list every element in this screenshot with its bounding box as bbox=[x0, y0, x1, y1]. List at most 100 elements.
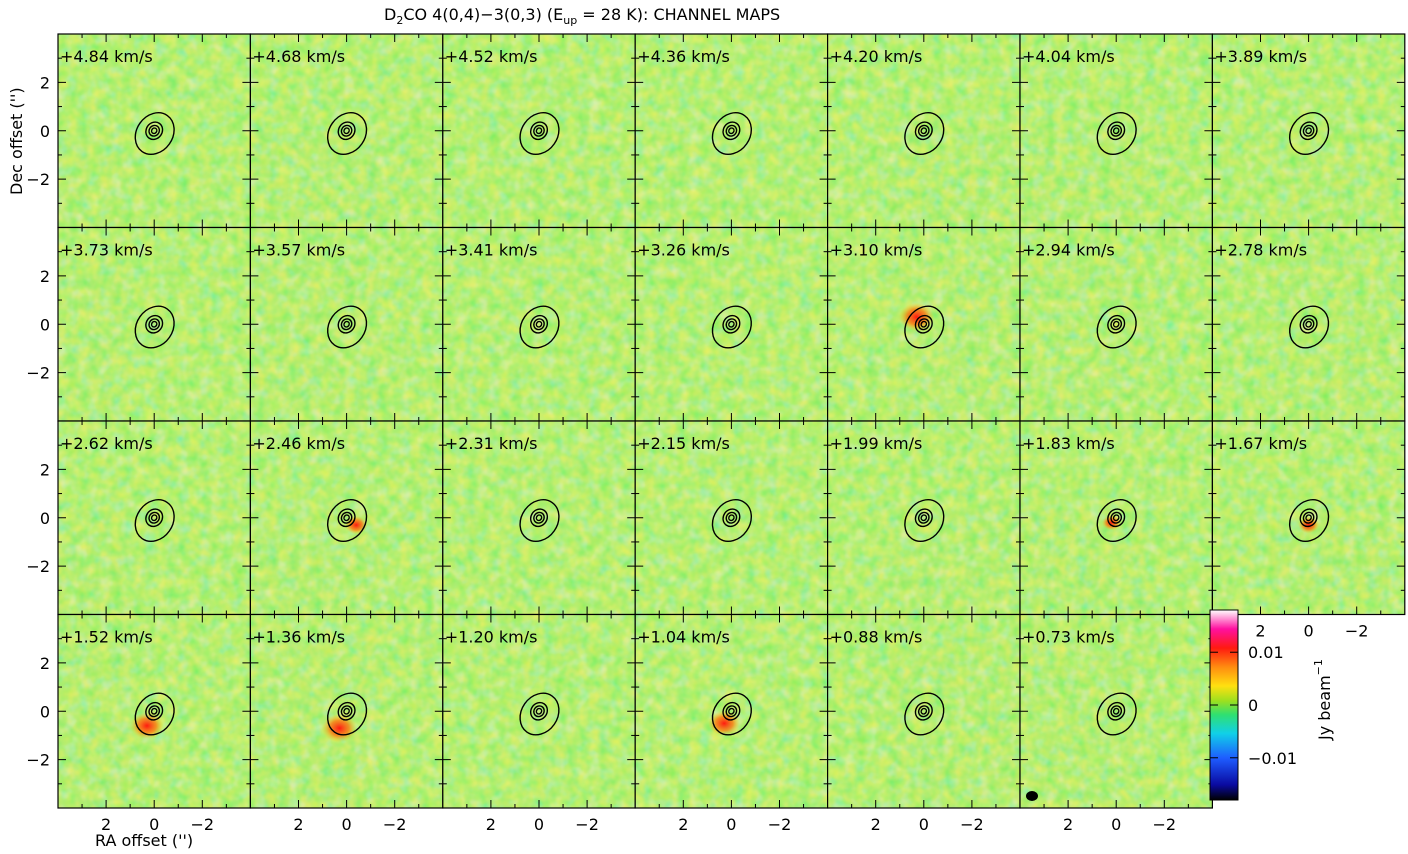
continuum-contour bbox=[728, 127, 735, 135]
channel-panel: +3.26 km/s bbox=[634, 226, 829, 422]
panel-ticks bbox=[250, 421, 443, 615]
panel-ticks bbox=[1020, 421, 1213, 615]
panel-noise bbox=[442, 227, 636, 421]
panel-noise bbox=[250, 421, 443, 615]
velocity-label: +0.88 km/s bbox=[830, 628, 923, 647]
colorbar-ticks: 0.01 0 −0.01 bbox=[1210, 643, 1297, 768]
velocity-label: +4.52 km/s bbox=[445, 47, 538, 66]
velocity-label: +1.36 km/s bbox=[252, 628, 345, 647]
continuum-contour bbox=[920, 127, 928, 135]
panel-noise bbox=[250, 227, 443, 421]
continuum-contour bbox=[529, 314, 549, 334]
panel-noise bbox=[442, 34, 636, 228]
panel-ticks bbox=[1020, 34, 1213, 228]
continuum-contour bbox=[337, 121, 356, 141]
continuum-contour bbox=[150, 514, 158, 522]
colorbar-tick-label: 0.01 bbox=[1248, 643, 1284, 662]
panel-ticks bbox=[58, 34, 251, 228]
velocity-label: +2.46 km/s bbox=[252, 434, 345, 453]
panel-noise bbox=[58, 227, 251, 421]
x-tick-label: −2 bbox=[1153, 815, 1177, 834]
channel-panel: +1.67 km/s 2 0 −2 bbox=[1211, 420, 1406, 641]
channel-panel: +1.83 km/s bbox=[1019, 420, 1213, 616]
emission-peak bbox=[321, 714, 358, 743]
velocity-label: +3.26 km/s bbox=[637, 241, 730, 260]
velocity-label: +3.10 km/s bbox=[830, 241, 923, 260]
continuum-contour bbox=[533, 318, 545, 331]
continuum-contour bbox=[914, 314, 933, 334]
continuum-contour bbox=[145, 121, 164, 141]
continuum-contour bbox=[343, 127, 350, 135]
panel-ticks bbox=[1212, 421, 1405, 615]
continuum-contour bbox=[535, 514, 543, 522]
panel-ticks bbox=[1212, 227, 1405, 421]
channel-panel: +1.99 km/s bbox=[826, 420, 1021, 616]
continuum-contour bbox=[920, 707, 928, 715]
channel-panel: +3.73 km/s 2 0 −2 bbox=[26, 226, 251, 422]
continuum-contour bbox=[150, 127, 158, 135]
panel-ticks bbox=[58, 614, 251, 808]
x-tick-label: 0 bbox=[149, 815, 159, 834]
panel-ticks bbox=[1212, 34, 1405, 228]
channel-panel: +4.04 km/s bbox=[1019, 33, 1213, 229]
continuum-contour bbox=[343, 320, 350, 328]
y-tick-label: −2 bbox=[26, 557, 50, 576]
panel-noise bbox=[250, 614, 443, 808]
x-tick-label: −2 bbox=[1345, 622, 1369, 641]
continuum-contour bbox=[519, 692, 560, 736]
y-tick-label: 0 bbox=[40, 509, 50, 528]
continuum-contour bbox=[728, 320, 735, 328]
y-tick-label: −2 bbox=[26, 751, 50, 770]
y-tick-label: 0 bbox=[40, 702, 50, 721]
continuum-contour bbox=[1288, 499, 1330, 543]
continuum-contour bbox=[725, 511, 738, 524]
channel-panel: +2.94 km/s bbox=[1019, 226, 1213, 422]
continuum-contour bbox=[725, 705, 738, 718]
continuum-contour bbox=[340, 705, 353, 718]
panel-noise bbox=[635, 227, 828, 421]
continuum-contour bbox=[1110, 318, 1123, 331]
continuum-contour bbox=[533, 124, 545, 137]
x-tick-label: 2 bbox=[678, 815, 688, 834]
continuum-contour bbox=[722, 701, 741, 721]
continuum-contour bbox=[145, 508, 164, 528]
continuum-contour bbox=[920, 320, 928, 328]
x-tick-label: −2 bbox=[960, 815, 984, 834]
panel-noise bbox=[635, 421, 828, 615]
continuum-contour bbox=[529, 508, 549, 528]
panel-noise bbox=[827, 34, 1020, 228]
continuum-contour bbox=[148, 705, 161, 718]
panel-noise bbox=[1020, 614, 1213, 808]
continuum-contour bbox=[134, 112, 175, 156]
x-tick-label: 0 bbox=[726, 815, 736, 834]
velocity-label: +1.99 km/s bbox=[830, 434, 923, 453]
channel-panel: +1.52 km/s 2 0 −2 2 0 −2 bbox=[26, 613, 251, 834]
x-tick-label: 0 bbox=[919, 815, 929, 834]
velocity-label: +4.20 km/s bbox=[830, 47, 923, 66]
velocity-label: +0.73 km/s bbox=[1022, 628, 1115, 647]
channel-panel: +0.88 km/s 2 0 −2 bbox=[826, 613, 1021, 834]
channel-panel: +4.52 km/s bbox=[442, 33, 636, 229]
channel-panels: +4.84 km/s 2 0 −2 +4.68 km/s +4.52 km/s +4.36 … bbox=[26, 33, 1406, 834]
colorbar-label: Jy beam−1 bbox=[1312, 659, 1334, 741]
continuum-contour bbox=[722, 314, 741, 334]
velocity-label: +2.15 km/s bbox=[637, 434, 730, 453]
continuum-contour bbox=[1288, 112, 1330, 156]
continuum-contour bbox=[722, 121, 741, 141]
continuum-contour bbox=[917, 318, 930, 331]
continuum-contour bbox=[340, 511, 353, 524]
panel-noise bbox=[827, 614, 1020, 808]
panel-noise bbox=[442, 614, 636, 808]
x-tick-label: −2 bbox=[191, 815, 215, 834]
continuum-contour bbox=[340, 318, 353, 331]
continuum-contour bbox=[145, 314, 164, 334]
panel-noise bbox=[635, 614, 828, 808]
continuum-contour bbox=[337, 314, 356, 334]
continuum-contour bbox=[904, 112, 945, 156]
continuum-contour bbox=[1302, 124, 1315, 137]
continuum-contour bbox=[722, 508, 741, 528]
continuum-contour bbox=[1302, 318, 1315, 331]
velocity-label: +2.78 km/s bbox=[1214, 241, 1307, 260]
continuum-contour bbox=[326, 692, 368, 736]
continuum-contour bbox=[326, 305, 368, 349]
